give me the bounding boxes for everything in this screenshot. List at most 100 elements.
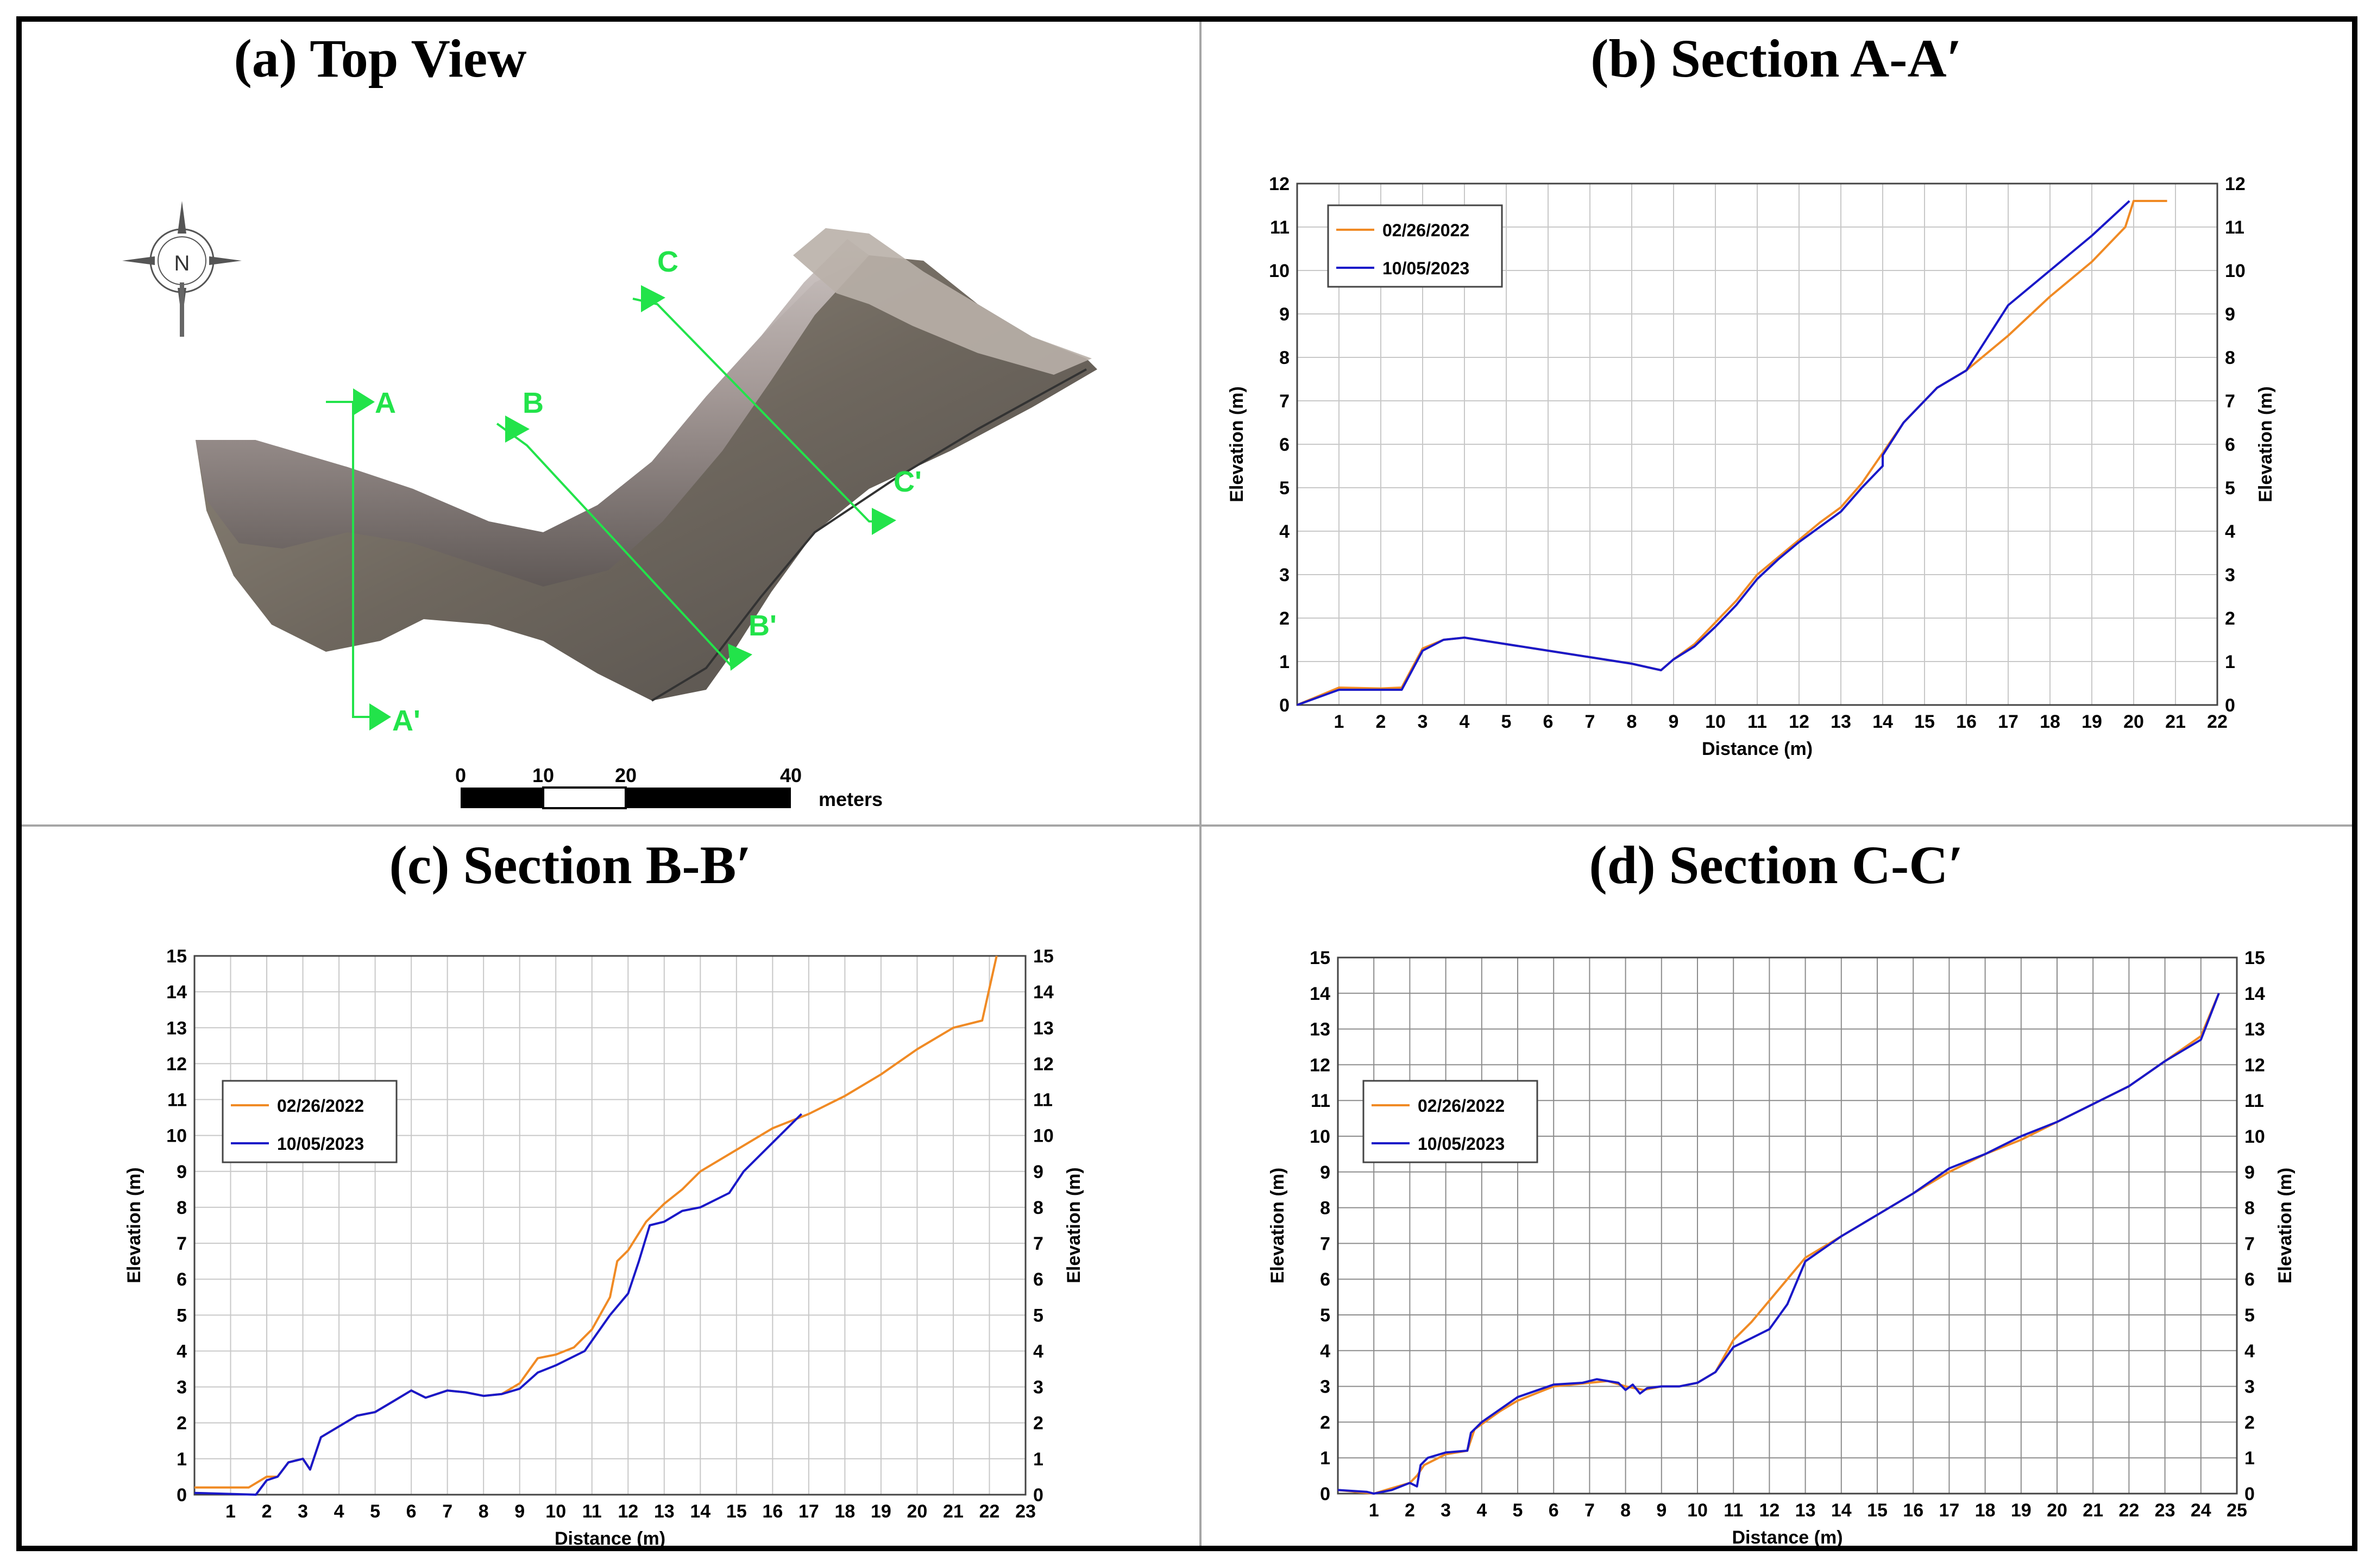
x-tick: 8 (479, 1501, 489, 1522)
y-tick-left: 3 (1279, 565, 1290, 585)
y-tick-right: 7 (2225, 391, 2235, 412)
x-tick: 15 (1867, 1500, 1888, 1521)
y-tick-right: 3 (2244, 1377, 2255, 1397)
panel-c-title: (c) Section B-B′ (389, 835, 752, 895)
x-tick: 19 (2011, 1500, 2032, 1521)
y-tick-right: 4 (2244, 1341, 2255, 1362)
x-tick: 14 (690, 1501, 710, 1522)
x-tick: 7 (1584, 1500, 1595, 1521)
y-tick-right: 9 (1033, 1162, 1043, 1182)
x-tick: 14 (1872, 711, 1893, 732)
y-tick-right: 13 (2244, 1019, 2265, 1040)
x-tick: 4 (1460, 711, 1470, 732)
x-tick: 17 (1998, 711, 2018, 732)
x-tick: 19 (871, 1501, 891, 1522)
y-tick-left: 8 (1279, 348, 1290, 368)
x-tick: 13 (1795, 1500, 1816, 1521)
x-tick: 6 (406, 1501, 417, 1522)
legend-label: 02/26/2022 (1418, 1096, 1505, 1116)
y-tick-left: 4 (177, 1341, 187, 1362)
y-tick-right: 7 (1033, 1233, 1043, 1254)
y-tick-left: 8 (1320, 1198, 1330, 1219)
x-axis-label: Distance (m) (1732, 1527, 1843, 1548)
x-tick: 19 (2082, 711, 2102, 732)
y-tick-left: 9 (177, 1162, 187, 1182)
y-tick-right: 0 (2225, 695, 2235, 716)
y-tick-right: 1 (2225, 652, 2235, 672)
y-tick-left: 7 (1279, 391, 1290, 412)
y-tick-left: 10 (1310, 1126, 1330, 1147)
y-tick-right: 15 (2244, 948, 2265, 968)
x-tick: 12 (618, 1501, 638, 1522)
y-tick-right: 10 (2225, 261, 2246, 281)
y-axis-label-right: Elevation (m) (1064, 1167, 1084, 1283)
y-tick-left: 15 (1310, 948, 1330, 968)
y-tick-right: 1 (1033, 1449, 1043, 1470)
y-tick-right: 14 (1033, 982, 1054, 1003)
legend-box (1362, 1080, 1538, 1163)
x-tick: 7 (442, 1501, 452, 1522)
x-tick: 21 (2083, 1500, 2103, 1521)
y-tick-right: 3 (2225, 565, 2235, 585)
y-tick-left: 13 (1310, 1019, 1330, 1040)
x-axis-label: Distance (m) (1702, 739, 1813, 759)
series-line-2023 (1297, 200, 2130, 706)
y-tick-left: 9 (1320, 1162, 1330, 1183)
x-tick: 23 (1015, 1501, 1036, 1522)
x-tick: 15 (726, 1501, 747, 1522)
y-tick-left: 7 (177, 1233, 187, 1254)
y-tick-right: 7 (2244, 1233, 2255, 1254)
y-tick-right: 0 (1033, 1485, 1043, 1506)
x-tick: 12 (1759, 1500, 1779, 1521)
legend-label: 10/05/2023 (1382, 259, 1469, 278)
y-tick-left: 1 (177, 1449, 187, 1470)
y-tick-left: 8 (177, 1198, 187, 1218)
x-tick: 2 (1405, 1500, 1415, 1521)
x-tick: 20 (2047, 1500, 2067, 1521)
x-tick: 22 (2207, 711, 2228, 732)
panel-d-title: (d) Section C-C′ (1589, 835, 1964, 895)
y-tick-right: 5 (2225, 478, 2235, 499)
y-tick-right: 11 (2244, 1091, 2264, 1111)
y-tick-left: 2 (1279, 608, 1290, 629)
x-tick: 22 (979, 1501, 1000, 1522)
y-tick-right: 2 (2244, 1412, 2255, 1433)
legend-label: 10/05/2023 (1418, 1134, 1505, 1154)
x-tick: 16 (1903, 1500, 1923, 1521)
y-tick-left: 11 (167, 1090, 187, 1111)
y-tick-right: 12 (2225, 174, 2246, 194)
y-tick-left: 5 (177, 1305, 187, 1326)
legend-box (222, 1080, 398, 1163)
y-tick-right: 0 (2244, 1484, 2255, 1504)
y-tick-left: 6 (1320, 1269, 1330, 1290)
y-tick-left: 14 (166, 982, 187, 1003)
series-line-2023 (1337, 993, 2220, 1495)
y-tick-left: 12 (1269, 174, 1290, 194)
y-tick-right: 8 (2244, 1198, 2255, 1219)
y-tick-right: 11 (2225, 217, 2244, 238)
y-tick-left: 4 (1320, 1341, 1330, 1362)
x-tick: 17 (1939, 1500, 1959, 1521)
x-tick: 10 (545, 1501, 566, 1522)
x-tick: 4 (334, 1501, 344, 1522)
y-tick-right: 4 (2225, 521, 2235, 542)
y-tick-right: 15 (1033, 946, 1054, 967)
figure-frame (16, 16, 2357, 1551)
y-tick-right: 8 (2225, 348, 2235, 368)
y-tick-left: 1 (1279, 652, 1290, 672)
x-tick: 3 (1441, 1500, 1451, 1521)
y-axis-label-left: Elevation (m) (1227, 386, 1247, 502)
x-axis-label: Distance (m) (555, 1528, 665, 1549)
x-tick: 13 (654, 1501, 675, 1522)
x-tick: 5 (1501, 711, 1512, 732)
y-tick-right: 9 (2225, 304, 2235, 325)
y-tick-right: 6 (2244, 1269, 2255, 1290)
x-tick: 10 (1687, 1500, 1708, 1521)
x-tick: 16 (1956, 711, 1977, 732)
y-tick-right: 3 (1033, 1377, 1043, 1398)
legend-label: 02/26/2022 (277, 1096, 364, 1116)
legend-box (1327, 204, 1503, 288)
y-tick-left: 0 (1320, 1484, 1330, 1504)
x-tick: 18 (2040, 711, 2060, 732)
